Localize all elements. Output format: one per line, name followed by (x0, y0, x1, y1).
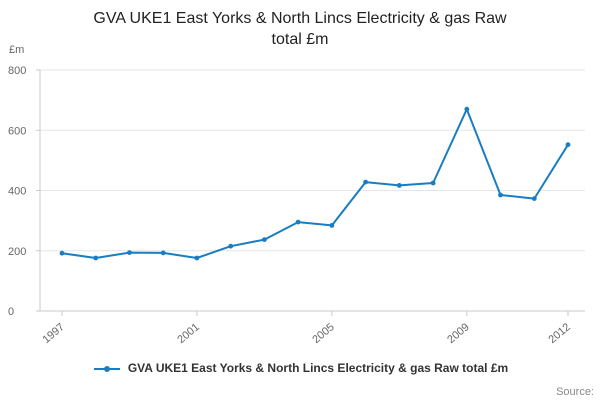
svg-text:2001: 2001 (175, 321, 201, 346)
chart-title-line-2: total £m (271, 31, 329, 48)
svg-text:2012: 2012 (546, 321, 572, 346)
svg-text:400: 400 (8, 186, 26, 198)
svg-text:200: 200 (8, 246, 26, 258)
svg-text:800: 800 (8, 65, 26, 77)
svg-text:2005: 2005 (310, 321, 336, 346)
svg-text:0: 0 (8, 306, 14, 318)
gridlines (40, 69, 585, 252)
legend-label: GVA UKE1 East Yorks & North Lincs Electr… (127, 361, 509, 375)
svg-text:600: 600 (8, 125, 26, 137)
legend-line-icon (93, 365, 120, 372)
x-axis-labels: 1997 2001 2005 2009 2012 (40, 321, 572, 346)
source-label: Source: (556, 386, 594, 398)
y-axis-unit-label: £m (9, 44, 25, 56)
svg-text:1997: 1997 (40, 321, 66, 346)
legend[interactable]: GVA UKE1 East Yorks & North Lincs Electr… (0, 361, 600, 375)
data-series (59, 106, 571, 261)
chart-title: GVA UKE1 East Yorks & North Lincs Electr… (0, 8, 600, 50)
y-axis-labels: 0 200 400 600 800 (8, 65, 26, 318)
chart-title-line-1: GVA UKE1 East Yorks & North Lincs Electr… (93, 10, 507, 27)
axes (36, 69, 585, 316)
svg-text:2009: 2009 (445, 321, 471, 346)
line-chart: 0 200 400 600 800 1997 2001 2005 2009 2012 (8, 65, 585, 346)
